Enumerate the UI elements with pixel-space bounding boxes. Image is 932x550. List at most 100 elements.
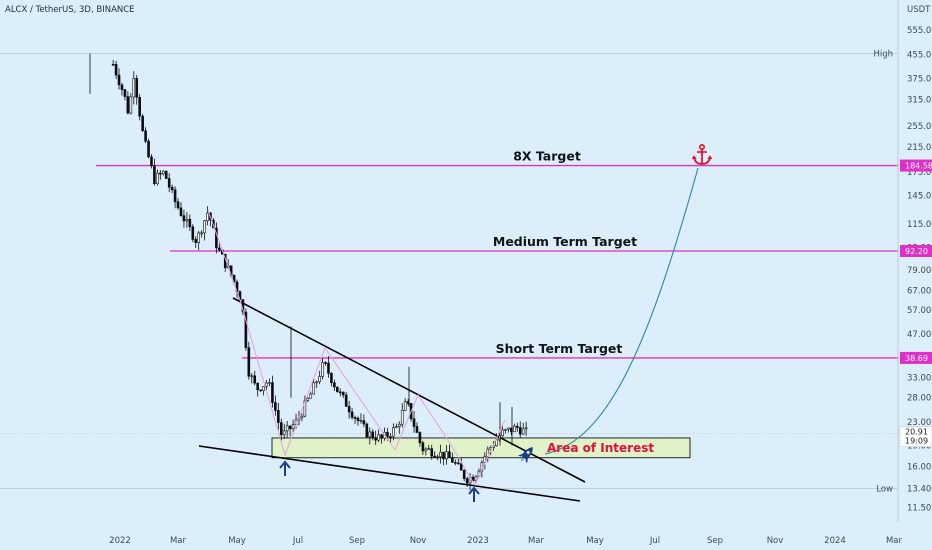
- candle-body: [389, 435, 392, 438]
- y-tick-label: 255.00: [907, 122, 932, 132]
- candle-body: [333, 382, 336, 388]
- candle-body: [138, 96, 141, 117]
- candle-body: [495, 439, 498, 447]
- candle-body: [321, 362, 324, 377]
- candle-body: [315, 381, 318, 384]
- candle-body: [253, 375, 257, 384]
- candle-body: [344, 394, 348, 407]
- pattern-path: [207, 209, 506, 487]
- candle-body: [153, 165, 156, 184]
- candle-body: [403, 401, 407, 411]
- candle-body: [164, 170, 168, 179]
- arrow-up-icon: [279, 460, 291, 476]
- candle-body: [129, 96, 133, 114]
- candle-body: [117, 74, 121, 86]
- candle-body: [156, 172, 159, 184]
- y-tick-label: 67.00: [907, 286, 931, 296]
- candle-body: [159, 172, 162, 175]
- y-tick-label: 215.00: [907, 143, 932, 153]
- candle-body: [395, 426, 398, 428]
- candle-body: [445, 451, 448, 460]
- x-tick-label: Jul: [292, 536, 303, 546]
- candle-body: [418, 432, 422, 444]
- y-tick-label: 23.00: [907, 418, 931, 428]
- candle-body: [459, 463, 463, 471]
- x-tick-label: Mar: [886, 536, 903, 546]
- candle-body: [350, 411, 354, 418]
- candle-body: [362, 420, 366, 425]
- candle-body: [400, 410, 404, 425]
- candle-body: [330, 373, 333, 384]
- candle-body: [436, 456, 439, 459]
- candle-body: [279, 422, 283, 436]
- candle-body: [135, 78, 139, 98]
- rocket-icon: [517, 447, 533, 464]
- x-axis-ticks: 2022 Mar May Jul Sep Nov 2023 Mar May Jul Sep Nov 20…: [109, 536, 902, 546]
- candle-body: [380, 434, 383, 439]
- price-badge-text: 92.20: [905, 247, 928, 256]
- area-of-interest-rect[interactable]: [271, 437, 691, 459]
- candle-body: [515, 425, 519, 428]
- candle-body: [123, 89, 127, 97]
- currency-label: USDT: [907, 5, 931, 15]
- y-tick-label: 175.00: [907, 168, 932, 178]
- candle-body: [141, 115, 144, 131]
- candle-body: [215, 227, 218, 249]
- candle-body: [462, 469, 466, 479]
- candle-body: [173, 189, 177, 203]
- candle-body: [120, 84, 124, 90]
- lower-trendline[interactable]: [198, 445, 581, 502]
- high-low-lines: [0, 53, 898, 489]
- candle-body: [448, 451, 451, 458]
- target-label: Short Term Target: [496, 341, 623, 356]
- candle-body: [386, 431, 389, 437]
- candle-body: [256, 382, 259, 391]
- candle-body: [442, 451, 445, 460]
- candle-body: [244, 311, 248, 348]
- candle-body: [277, 410, 280, 423]
- price-axis[interactable]: USDT 555.00 455.00 375.00 315.00 255.00 215.0…: [897, 0, 932, 550]
- candle-body: [132, 78, 136, 98]
- y-tick-label: 555.00: [907, 26, 932, 36]
- area-of-interest-zone[interactable]: [271, 437, 691, 459]
- candle-body: [312, 382, 316, 395]
- projection-curve[interactable]: [544, 167, 699, 455]
- candle-body: [262, 386, 265, 391]
- price-badge-text: 184.58: [905, 162, 932, 171]
- candle-body: [374, 437, 377, 441]
- y-tick-label: 145.00: [907, 191, 932, 201]
- time-axis[interactable]: 2022 Mar May Jul Sep Nov 2023 Mar May Jul Sep Nov 20…: [0, 522, 932, 550]
- target-lines[interactable]: 8X Target Medium Term Target Short Term Ta…: [96, 149, 898, 359]
- candle-body: [170, 186, 174, 191]
- candle-body: [368, 431, 372, 438]
- y-tick-label: 375.00: [907, 74, 932, 84]
- candle-body: [265, 382, 268, 387]
- candle-body: [274, 402, 277, 411]
- arrow-up-icon: [468, 486, 480, 502]
- candle-body: [518, 427, 522, 435]
- y-tick-label: 33.00: [907, 374, 931, 384]
- x-tick-label: Nov: [410, 536, 427, 546]
- candle-body: [185, 218, 189, 222]
- candle-body: [483, 456, 487, 463]
- candle-body: [247, 347, 251, 377]
- x-tick-label: Nov: [767, 536, 784, 546]
- candle-body: [271, 382, 274, 403]
- price-badge: [900, 245, 932, 258]
- candle-body: [182, 215, 186, 222]
- candle-body: [259, 389, 262, 392]
- x-tick-label: Sep: [349, 536, 365, 546]
- candle-body: [353, 417, 357, 419]
- candle-body: [144, 130, 147, 142]
- candle-body: [218, 247, 221, 251]
- candle-body: [465, 478, 469, 484]
- candle-body: [347, 406, 351, 413]
- candle-body: [203, 220, 206, 234]
- candle-body: [309, 393, 313, 399]
- x-tick-label: May: [586, 536, 604, 546]
- candle-body: [433, 455, 436, 458]
- candle-body: [524, 427, 528, 430]
